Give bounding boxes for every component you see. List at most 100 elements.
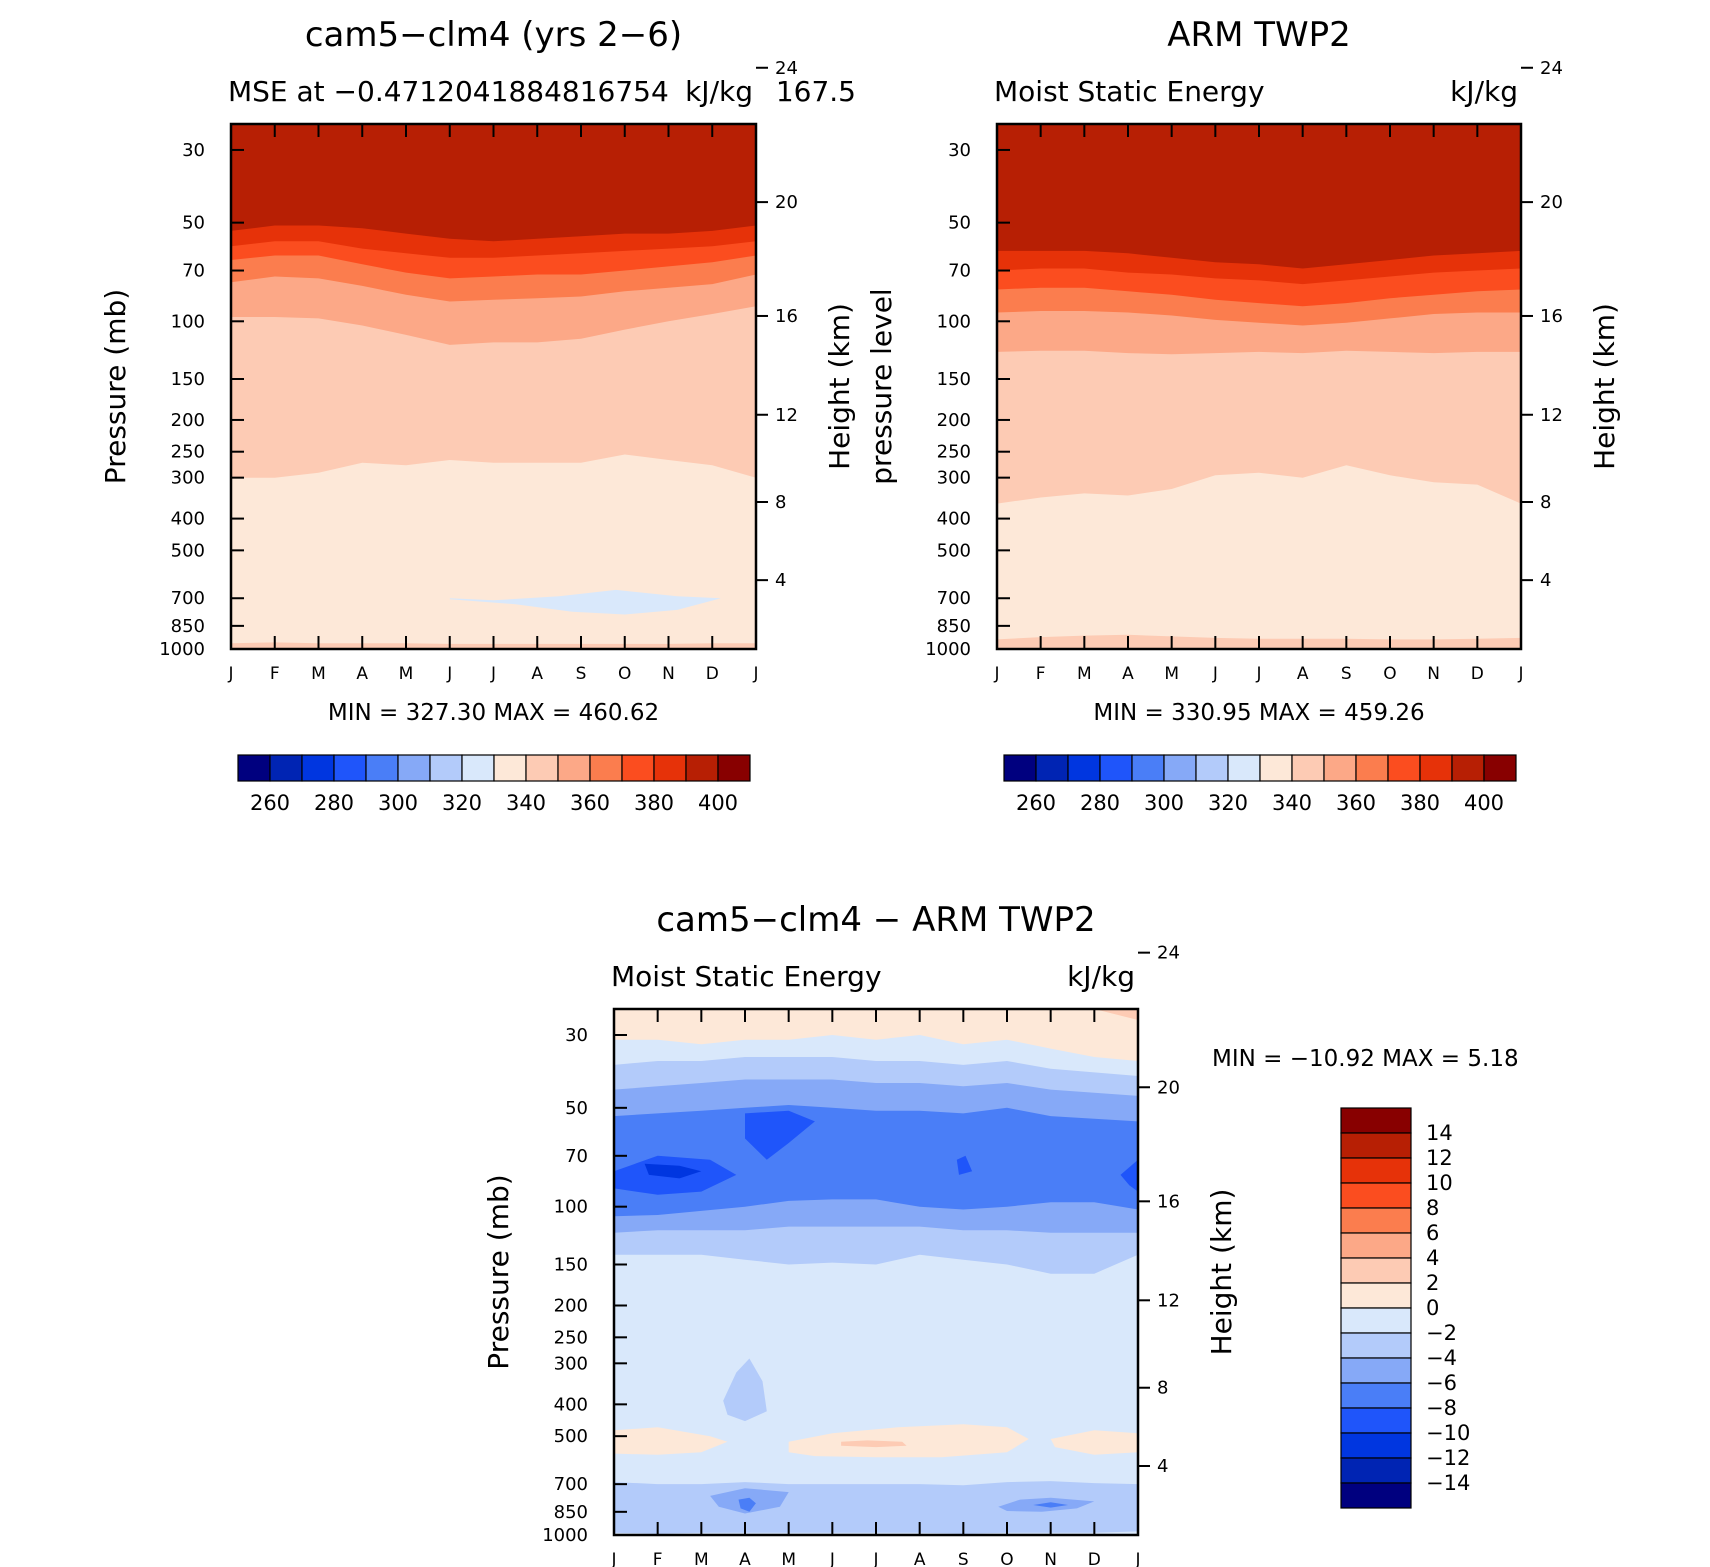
month-tick-label: F	[653, 1550, 663, 1567]
y-axis-label-right: Height (km)	[1588, 303, 1621, 470]
colorbar-swatch	[1163, 754, 1197, 782]
colorbar-label: 340	[506, 791, 546, 815]
month-tick-label: A	[356, 664, 368, 684]
contour-region-3	[644, 1163, 702, 1179]
colorbar-swatch	[1099, 754, 1133, 782]
height-tick-label: 8	[1157, 1378, 1168, 1399]
month-tick-label: O	[1383, 664, 1396, 684]
chart-subtitle-left: MSE at −0.4712041884816754	[228, 75, 669, 108]
min-max-text: MIN = −10.92 MAX = 5.18	[1212, 1046, 1519, 1072]
contour-region-5	[1120, 1159, 1138, 1192]
pressure-tick-label: 200	[171, 410, 205, 431]
pressure-tick-label: 200	[937, 410, 971, 431]
colorbar-label: −12	[1426, 1446, 1470, 1470]
pressure-tick-label: 500	[171, 540, 205, 561]
pressure-tick-label: 700	[554, 1474, 588, 1495]
colorbar-swatch	[493, 754, 527, 782]
pressure-tick-label: 150	[554, 1254, 588, 1275]
height-tick-label: 16	[775, 306, 798, 327]
colorbar-swatch	[429, 754, 463, 782]
colorbar-swatch	[1340, 1432, 1412, 1459]
month-tick-label: O	[618, 664, 631, 684]
colorbar-label: 12	[1426, 1146, 1453, 1170]
pressure-tick-label: 200	[554, 1296, 588, 1317]
colorbar-label: 6	[1426, 1221, 1439, 1245]
colorbar-swatch	[301, 754, 335, 782]
height-tick-label: 8	[1540, 492, 1551, 513]
height-tick-label: 8	[775, 492, 786, 513]
pressure-tick-label: 700	[937, 588, 971, 609]
colorbar-swatch	[685, 754, 719, 782]
chart-subtitle-left: Moist Static Energy	[994, 75, 1265, 108]
month-tick-label: D	[1088, 1550, 1101, 1567]
pressure-tick-label: 400	[171, 509, 205, 530]
colorbar-label: 8	[1426, 1196, 1439, 1220]
chart-title: ARM TWP2	[1167, 15, 1351, 55]
colorbar-swatch	[1340, 1282, 1412, 1309]
pressure-tick-label: 850	[937, 616, 971, 637]
colorbar-swatch	[1340, 1207, 1412, 1234]
pressure-tick-label: 100	[554, 1197, 588, 1218]
contour-region-1	[745, 1110, 815, 1160]
colorbar-label: 320	[1208, 791, 1248, 815]
colorbar-label: 360	[1336, 791, 1376, 815]
month-tick-label: J	[610, 1550, 616, 1567]
pressure-tick-label: 400	[937, 509, 971, 530]
month-tick-label: J	[1212, 664, 1218, 684]
colorbar-swatch	[1131, 754, 1165, 782]
height-tick-label: 20	[775, 192, 798, 213]
month-tick-label: F	[1036, 664, 1046, 684]
pressure-tick-label: 1000	[542, 1525, 588, 1546]
colorbar-swatch	[1419, 754, 1453, 782]
chart-subtitle-left: Moist Static Energy	[611, 960, 882, 993]
colorbar-swatch	[1227, 754, 1261, 782]
panel-1: J F M A M J J A S O N D J 30 50 70 100 150 200 250 300 400 500…	[99, 15, 856, 815]
colorbar-swatch	[717, 754, 751, 782]
height-tick-label: 12	[1157, 1290, 1180, 1311]
colorbar-swatch	[1340, 1107, 1412, 1134]
colorbar-swatch	[1291, 754, 1325, 782]
height-tick-label: 24	[1157, 943, 1180, 964]
colorbar: 260 280 300 320 340 360 380 400	[1003, 754, 1517, 815]
colorbar-label: −14	[1426, 1471, 1470, 1495]
height-tick-label: 16	[1157, 1191, 1180, 1212]
colorbar-swatch	[1340, 1382, 1412, 1409]
month-tick-label: F	[270, 664, 280, 684]
month-tick-label: J	[829, 1550, 835, 1567]
colorbar-swatch	[1195, 754, 1229, 782]
pressure-tick-label: 850	[554, 1502, 588, 1523]
month-tick-label: J	[1517, 664, 1523, 684]
colorbar-swatch	[653, 754, 687, 782]
pressure-tick-label: 1000	[159, 639, 205, 660]
pressure-tick-label: 250	[554, 1327, 588, 1348]
contour-area	[231, 124, 756, 649]
pressure-tick-label: 70	[182, 261, 205, 282]
pressure-tick-label: 70	[948, 261, 971, 282]
pressure-tick-label: 500	[554, 1426, 588, 1447]
y-axis-label-right: Height (km)	[1205, 1189, 1238, 1356]
month-tick-label: J	[490, 664, 496, 684]
colorbar-swatch	[1340, 1182, 1412, 1209]
month-tick-label: S	[958, 1550, 969, 1567]
colorbar-label: 360	[570, 791, 610, 815]
pressure-tick-label: 100	[937, 311, 971, 332]
contour-area	[614, 1009, 1138, 1535]
month-tick-label: O	[1000, 1550, 1013, 1567]
contour-band-8	[997, 124, 1521, 269]
pressure-tick-label: 700	[171, 588, 205, 609]
colorbar-swatch	[1340, 1257, 1412, 1284]
chart-title: cam5−clm4 (yrs 2−6)	[305, 15, 682, 55]
month-tick-label: N	[1427, 664, 1440, 684]
height-tick-label: 4	[1157, 1456, 1168, 1477]
colorbar-swatch	[1451, 754, 1485, 782]
month-tick-label: A	[1297, 664, 1309, 684]
month-tick-label: M	[1164, 664, 1179, 684]
colorbar-label: 300	[1144, 791, 1184, 815]
colorbar-swatch	[397, 754, 431, 782]
month-tick-label: M	[781, 1550, 796, 1567]
colorbar-swatch	[1340, 1407, 1412, 1434]
month-tick-label: A	[914, 1550, 926, 1567]
height-tick-label: 16	[1540, 306, 1563, 327]
colorbar-swatch	[1259, 754, 1293, 782]
